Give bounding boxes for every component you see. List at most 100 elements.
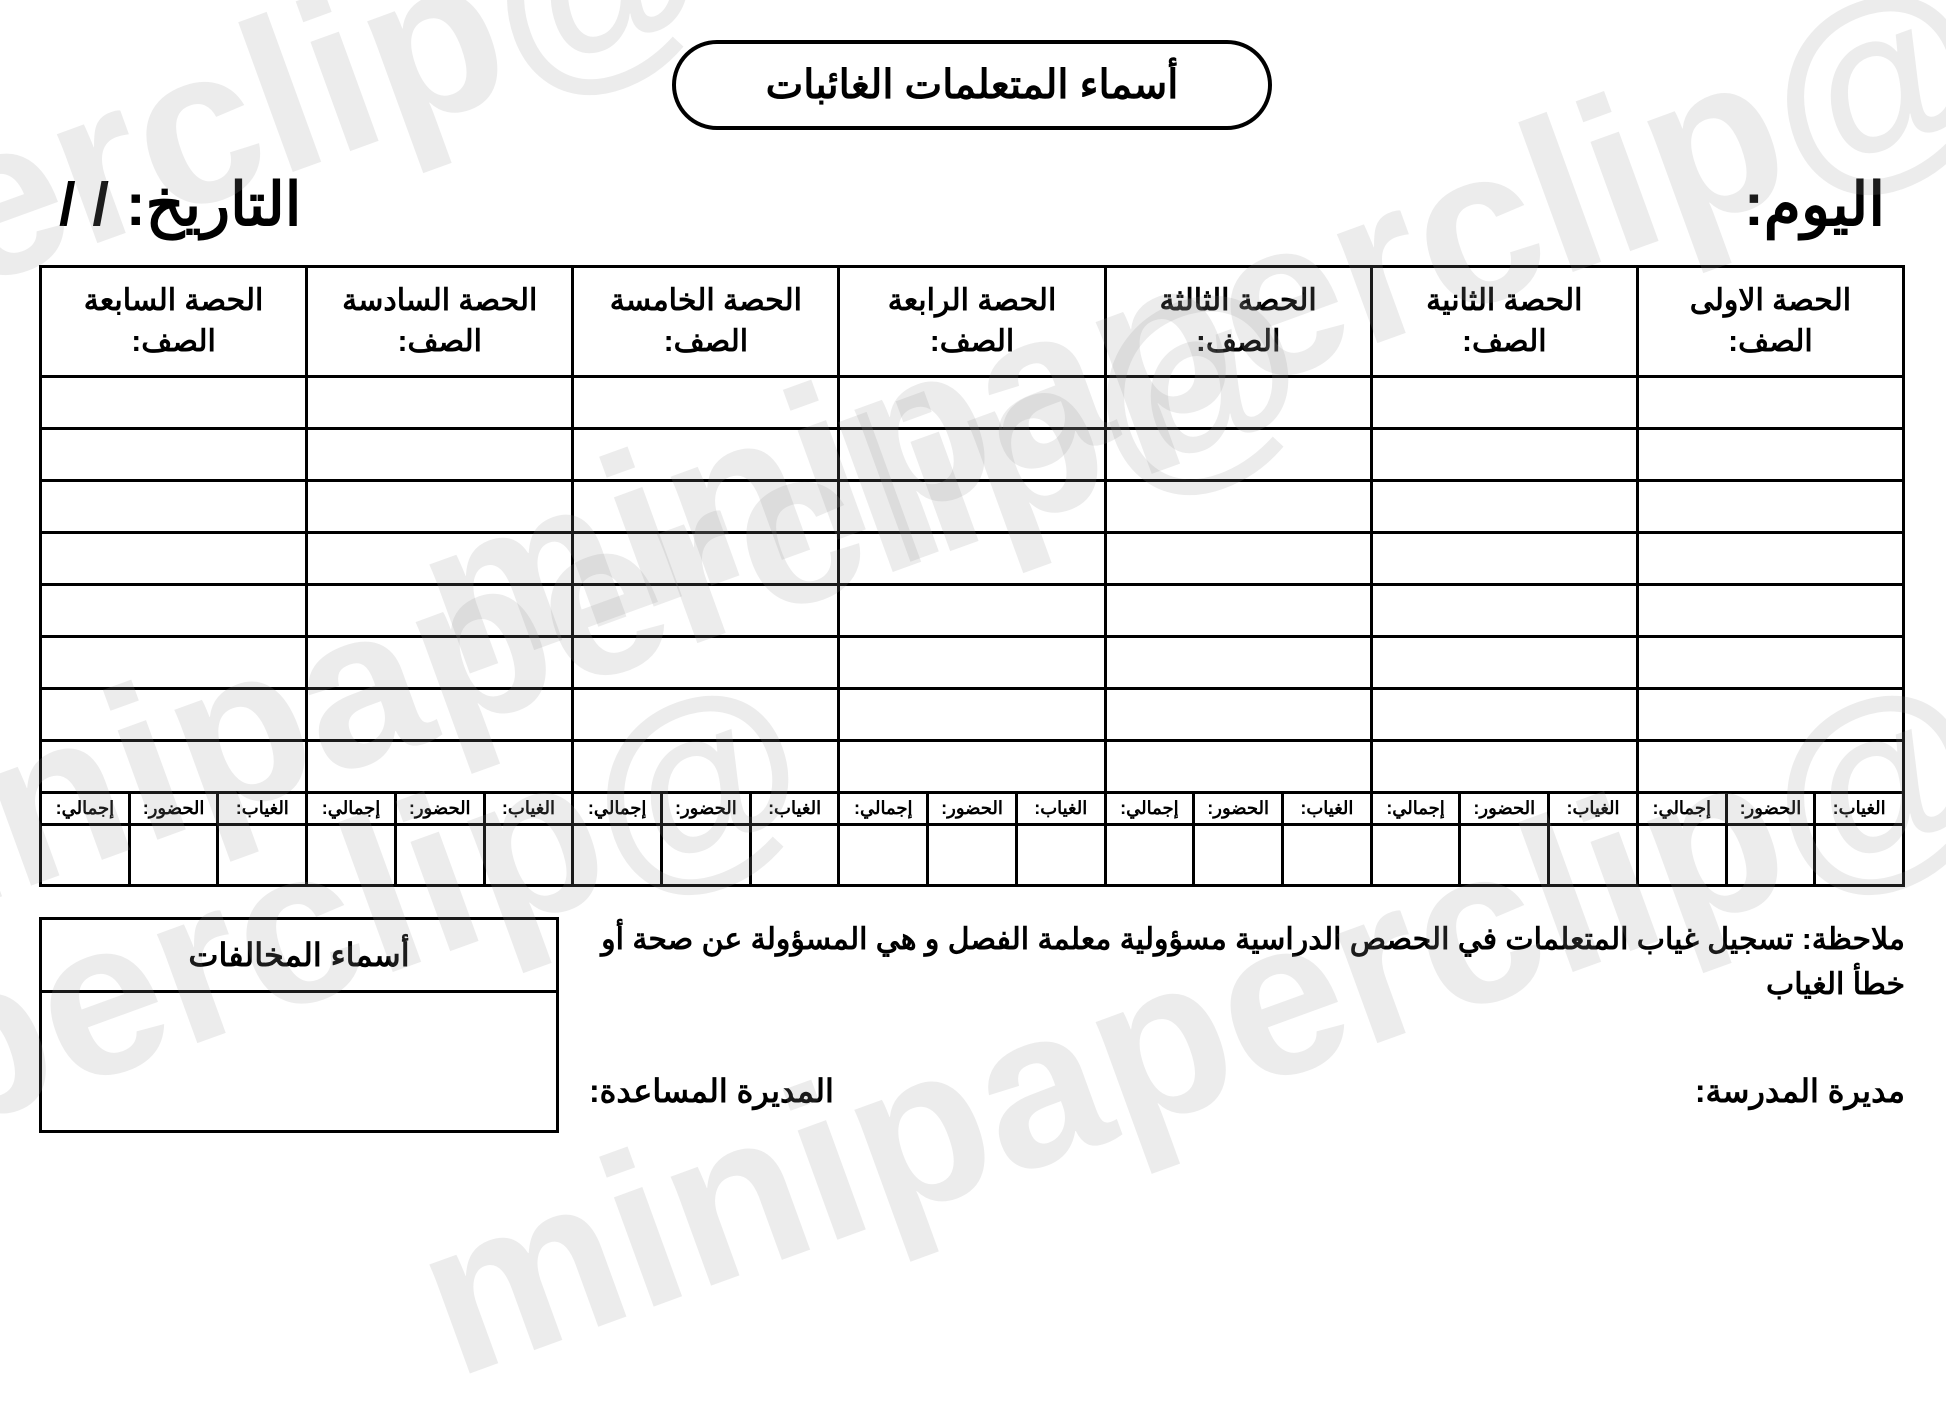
present-value [1729,826,1815,884]
attendance-cell [574,481,840,533]
attendance-cell [42,741,308,793]
attendance-cell [840,741,1106,793]
absent-label: الغياب: [1817,794,1903,826]
period-header: الحصة السادسةالصف: [308,267,574,377]
attendance-cell [1372,533,1638,585]
total-label: إجمالي: [43,794,129,826]
total-value [1640,826,1726,884]
period-name: الحصة الثالثة [1114,281,1365,322]
table-row [42,741,1905,793]
absent-value [1285,826,1371,884]
present-label: الحضور: [1729,794,1815,826]
table-row [42,429,1905,481]
attendance-cell [308,481,574,533]
date-label-text: التاريخ: [127,171,303,238]
attendance-cell [308,585,574,637]
attendance-cell [1638,689,1904,741]
note-text: ملاحظة: تسجيل غياب المتعلمات في الحصص ال… [590,917,1906,1007]
present-label: الحضور: [132,794,218,826]
attendance-cell [574,689,840,741]
attendance-cell [574,377,840,429]
attendance-cell [840,637,1106,689]
total-label: إجمالي: [1640,794,1726,826]
attendance-cell [840,481,1106,533]
summary-cell: الغياب:الحضور:إجمالي: [574,793,840,886]
date-value: / / [60,171,110,238]
present-value [664,826,750,884]
period-header: الحصة الخامسةالصف: [574,267,840,377]
summary-cell: الغياب:الحضور:إجمالي: [1106,793,1372,886]
period-header: الحصة الرابعةالصف: [840,267,1106,377]
absent-label: الغياب: [1285,794,1371,826]
summary-cell: الغياب:الحضور:إجمالي: [1372,793,1638,886]
attendance-cell [1106,429,1372,481]
attendance-cell [1106,377,1372,429]
violations-header: أسماء المخالفات [42,919,559,992]
class-label: الصف: [49,322,300,363]
attendance-cell [840,533,1106,585]
table-row [42,689,1905,741]
attendance-cell [574,585,840,637]
attendance-cell [840,429,1106,481]
attendance-cell [1106,741,1372,793]
period-header: الحصة السابعةالصف: [42,267,308,377]
attendance-cell [574,637,840,689]
principal-signature: مديرة المدرسة: [1696,1067,1906,1115]
class-label: الصف: [581,322,832,363]
attendance-cell [574,533,840,585]
attendance-cell [840,689,1106,741]
present-value [1196,826,1282,884]
table-row [42,637,1905,689]
attendance-cell [1372,637,1638,689]
total-label: إجمالي: [841,794,927,826]
attendance-cell [1638,637,1904,689]
summary-cell: الغياب:الحضور:إجمالي: [840,793,1106,886]
present-value [1462,826,1548,884]
total-value [575,826,661,884]
attendance-table: الحصة الاولىالصف:الحصة الثانيةالصف:الحصة… [40,265,1906,887]
present-label: الحضور: [930,794,1016,826]
absent-value [1019,826,1105,884]
attendance-cell [42,585,308,637]
attendance-cell [574,429,840,481]
attendance-cell [574,741,840,793]
header-row: اليوم: التاريخ: / / [40,160,1906,265]
attendance-cell [42,689,308,741]
period-header: الحصة الاولىالصف: [1638,267,1904,377]
present-label: الحضور: [664,794,750,826]
period-name: الحصة السادسة [315,281,566,322]
period-header: الحصة الثالثةالصف: [1106,267,1372,377]
attendance-cell [1638,585,1904,637]
attendance-cell [42,377,308,429]
present-value [930,826,1016,884]
total-label: إجمالي: [575,794,661,826]
attendance-cell [1372,377,1638,429]
absent-value [1817,826,1903,884]
present-label: الحضور: [1196,794,1282,826]
attendance-cell [42,637,308,689]
class-label: الصف: [1114,322,1365,363]
total-label: إجمالي: [309,794,395,826]
attendance-cell [1638,429,1904,481]
attendance-cell [308,533,574,585]
class-label: الصف: [1646,322,1897,363]
attendance-cell [308,377,574,429]
attendance-cell [1372,481,1638,533]
present-value [132,826,218,884]
attendance-cell [42,533,308,585]
period-name: الحصة الاولى [1646,281,1897,322]
attendance-cell [1372,741,1638,793]
attendance-cell [1372,585,1638,637]
attendance-cell [840,377,1106,429]
period-name: الحصة الثانية [1380,281,1631,322]
attendance-cell [42,429,308,481]
absent-label: الغياب: [753,794,839,826]
summary-cell: الغياب:الحضور:إجمالي: [1638,793,1904,886]
absent-label: الغياب: [487,794,573,826]
attendance-cell [308,741,574,793]
attendance-cell [1106,689,1372,741]
attendance-cell [840,585,1106,637]
table-row [42,533,1905,585]
violations-table: أسماء المخالفات [40,917,560,1133]
attendance-cell [1106,637,1372,689]
